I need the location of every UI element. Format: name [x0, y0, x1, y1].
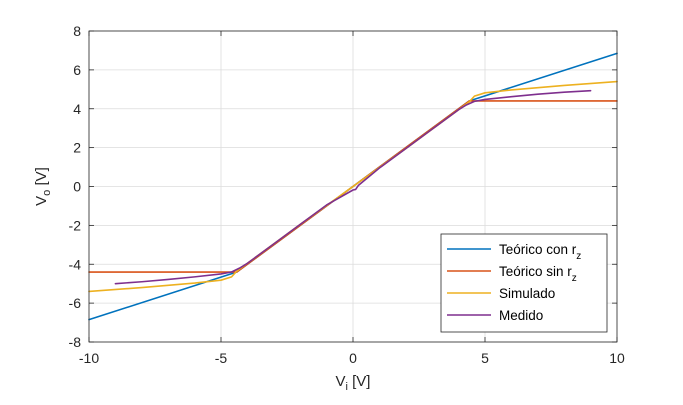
x-tick-label: -10 [79, 350, 99, 366]
x-axis-ticks: -10 -5 0 5 10 [79, 31, 625, 366]
y-tick-label: 4 [73, 101, 81, 117]
y-tick-label: 2 [73, 140, 81, 156]
legend-entry-label: Teórico con r [499, 242, 577, 257]
x-axis-label-main: V [336, 373, 346, 390]
legend-entry-label: Simulado [499, 286, 555, 301]
x-tick-label: 5 [481, 350, 489, 366]
y-tick-label: -2 [69, 217, 82, 233]
y-tick-label: 8 [73, 23, 81, 39]
legend-entry-subscript: z [576, 251, 581, 262]
y-tick-label: 0 [73, 179, 81, 195]
y-tick-label: -8 [69, 334, 82, 350]
x-tick-label: 0 [349, 350, 357, 366]
series-group [88, 52, 618, 321]
legend-entry-4: Medido [499, 308, 543, 323]
legend-entry-label: Teórico sin r [499, 264, 572, 279]
y-tick-label: 6 [73, 62, 81, 78]
y-axis-label-main: V [33, 196, 50, 206]
legend-entry-1: Teórico con rz [499, 242, 581, 262]
series-line-3 [88, 80, 618, 293]
x-tick-label: -5 [215, 350, 228, 366]
y-axis-ticks: -8 -6 -4 -2 0 2 4 6 8 [69, 23, 617, 350]
legend-entry-3: Simulado [499, 286, 555, 301]
legend-entry-2: Teórico sin rz [499, 264, 577, 284]
y-tick-label: -4 [69, 256, 82, 272]
y-axis-label: Vo [V] [33, 167, 53, 206]
y-axis-label-unit: [V] [33, 167, 50, 190]
y-axis-label-sub: o [41, 190, 53, 196]
x-axis-label-unit: [V] [348, 373, 371, 390]
y-tick-label: -6 [69, 295, 82, 311]
series-line-4 [114, 89, 592, 285]
x-axis-label-sub: i [346, 381, 348, 393]
x-tick-label: 10 [609, 350, 625, 366]
legend-entry-subscript: z [572, 273, 577, 284]
legend-entry-label: Medido [499, 308, 543, 323]
x-axis-label: Vi [V] [336, 373, 371, 393]
